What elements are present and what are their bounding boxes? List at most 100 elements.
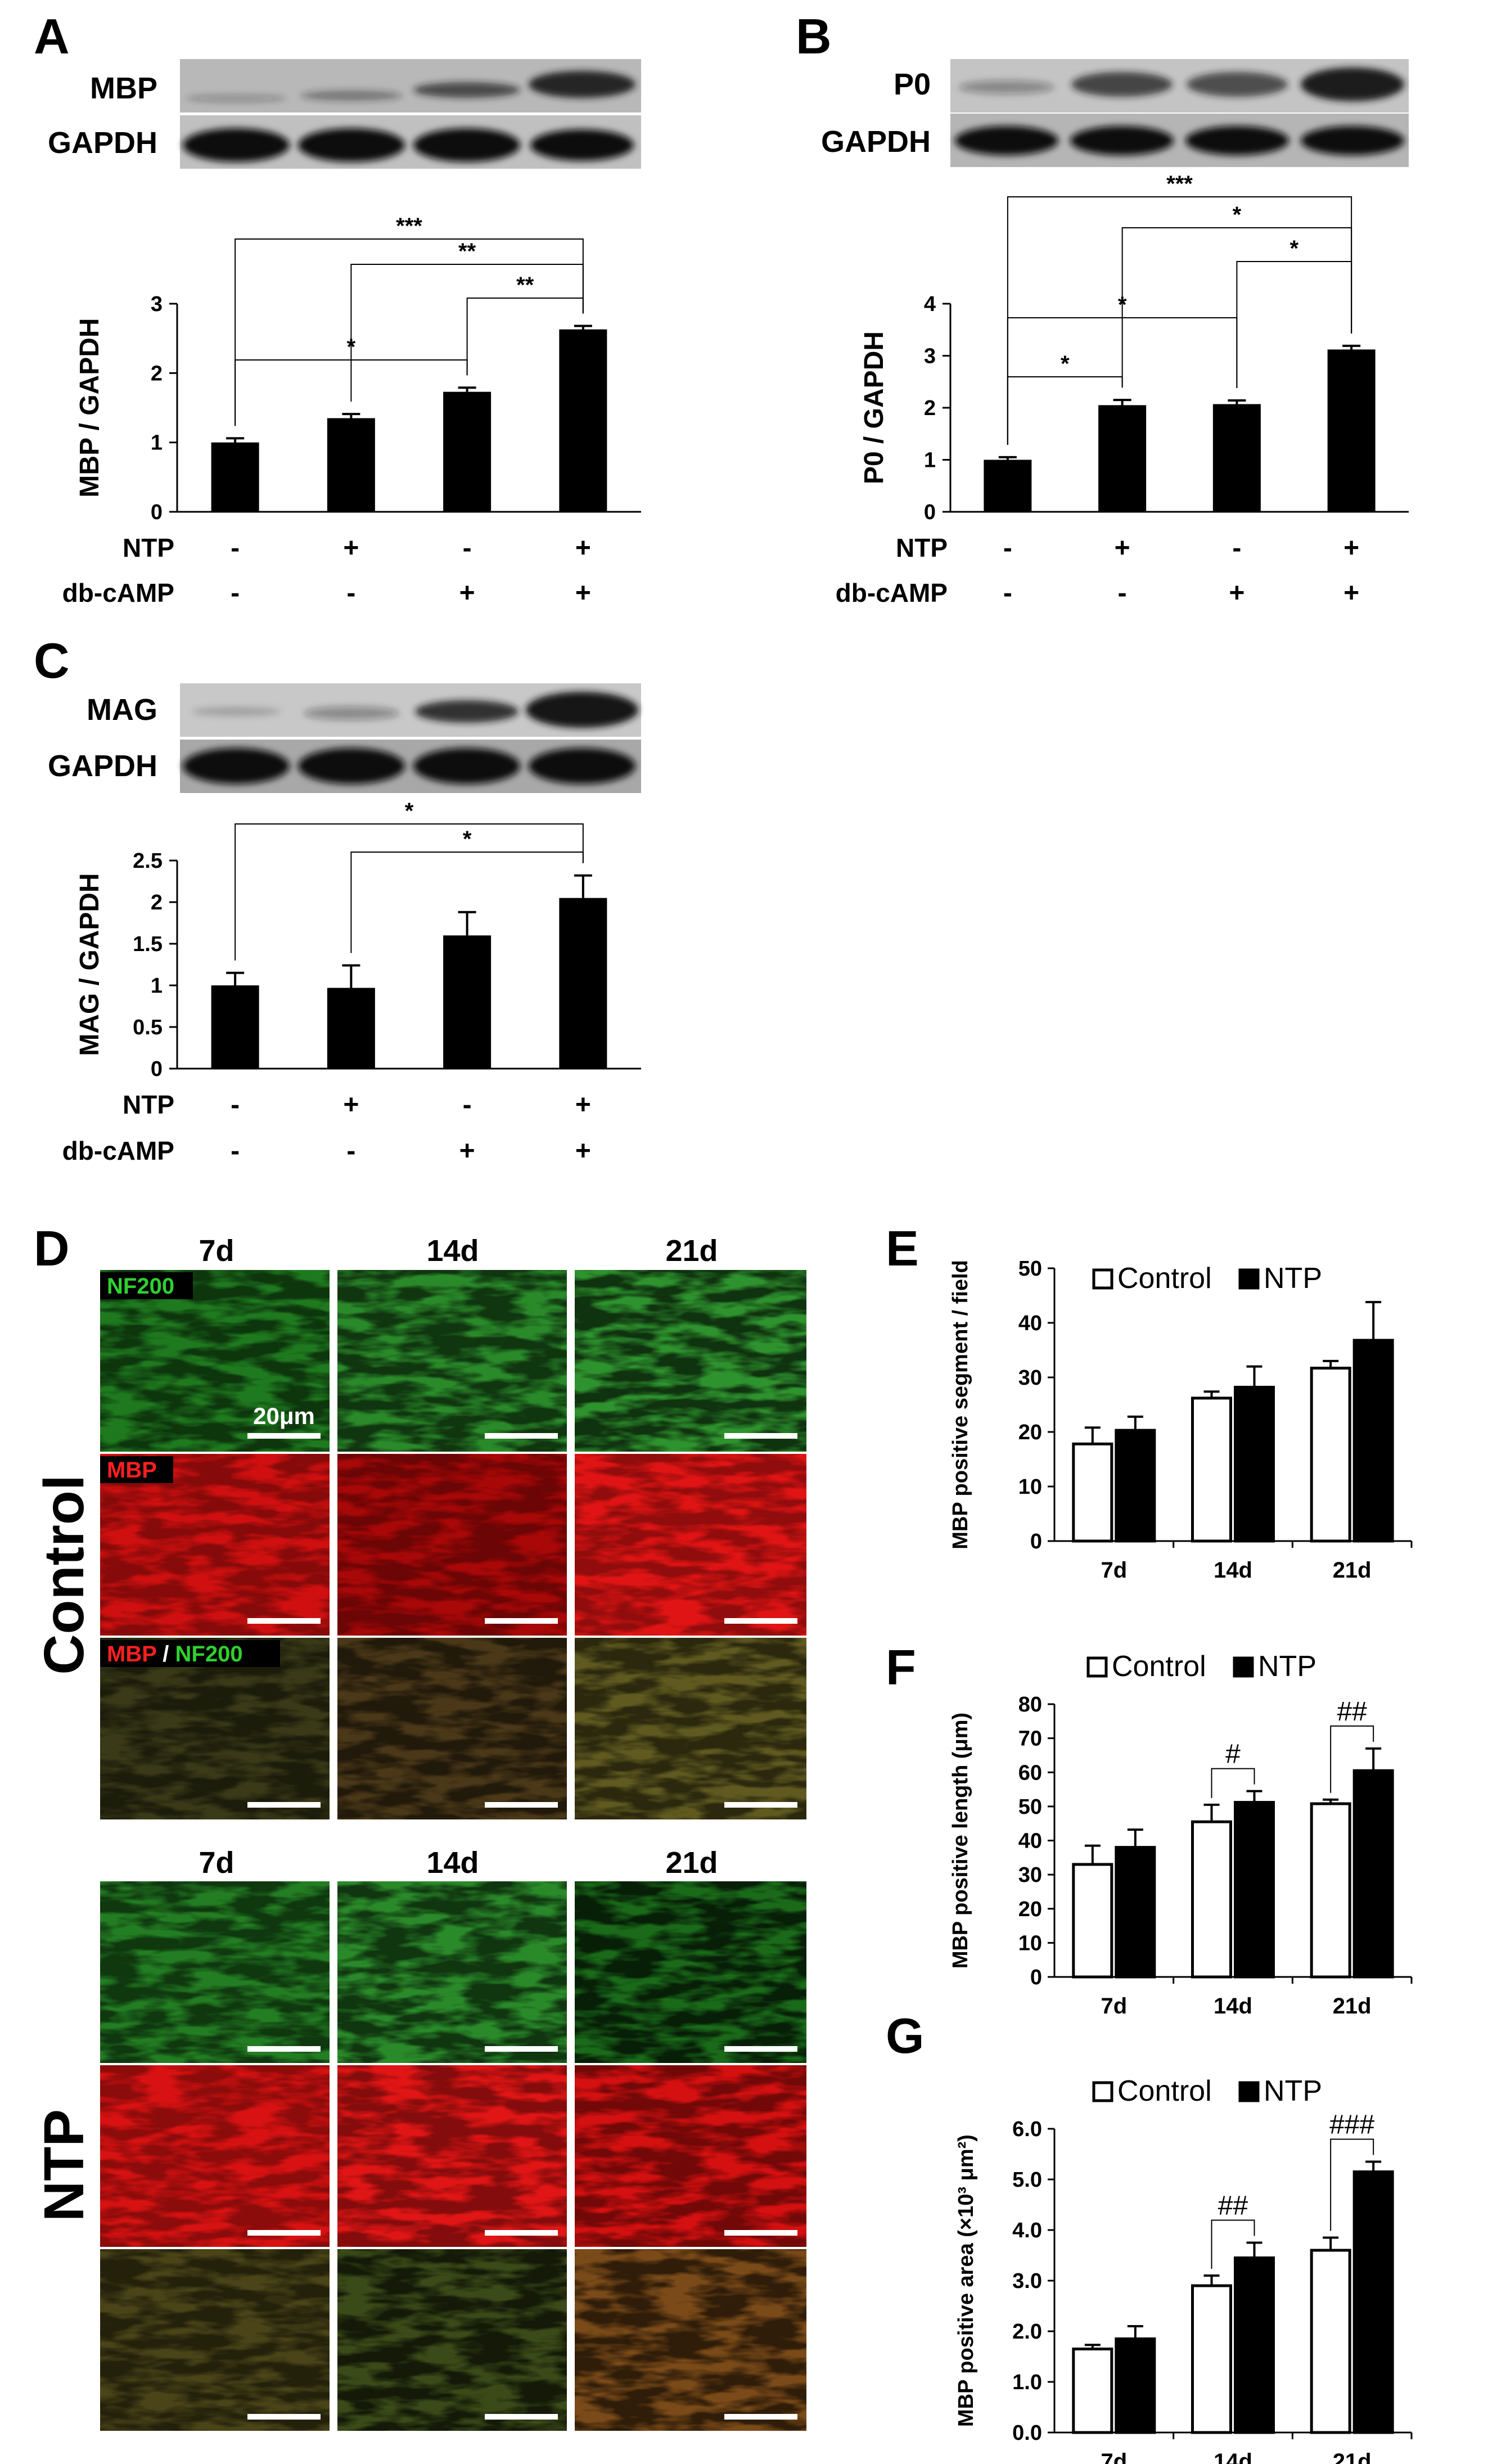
scale-bar — [485, 1618, 558, 1624]
bar-control — [1310, 1802, 1351, 1979]
camp-row-label: db-cAMP — [836, 578, 948, 607]
treatment-table-c: NTP db-cAMP - + - + - - + + — [62, 1090, 591, 1166]
panel-letter-a: A — [34, 8, 70, 64]
bar-ntp — [1234, 2256, 1275, 2434]
bar-control — [1191, 2284, 1232, 2434]
scale-bar — [247, 1802, 321, 1808]
significance-label: *** — [396, 214, 422, 238]
chart-f: 0 10 20 30 40 50 60 70 80 MBP positive length (μm… — [949, 1650, 1413, 2019]
micrograph-panel-d: 7d 14d 21d Control NF200 20μm — [33, 1234, 806, 2431]
scale-bar — [724, 1802, 797, 1808]
significance-label: ### — [1329, 2110, 1374, 2140]
bar — [211, 442, 259, 512]
panel-letter-b: B — [796, 8, 832, 64]
bar-control — [1191, 1820, 1232, 1979]
significance-label: * — [1061, 352, 1070, 376]
day-header-14d: 14d — [426, 1846, 479, 1880]
blot-a: MBP GAPDH — [48, 59, 641, 169]
ntp-sign: + — [1343, 533, 1359, 563]
panel-letter-c: C — [34, 633, 70, 688]
ntp-sign: + — [343, 533, 359, 563]
significance-label: ## — [1218, 2191, 1248, 2221]
bar — [984, 460, 1032, 512]
y-tick-label: 3 — [924, 345, 936, 368]
significance-bracket — [1211, 2219, 1255, 2269]
y-tick-label: 50 — [1018, 1795, 1042, 1819]
significance-bracket — [235, 823, 584, 961]
x-tick-label: 21d — [1333, 2449, 1372, 2464]
camp-sign: - — [346, 1136, 355, 1166]
blot-c: MAG GAPDH — [48, 683, 641, 793]
blot-label-gapdh: GAPDH — [48, 749, 157, 783]
scale-bar — [247, 2414, 321, 2420]
scale-bar — [724, 1433, 797, 1439]
bar-control — [1191, 1397, 1232, 1543]
treatment-table-b: NTP db-cAMP - + - + - - + + — [836, 533, 1359, 608]
camp-sign: + — [1229, 578, 1245, 608]
bar — [327, 988, 375, 1069]
legend-swatch — [1092, 1268, 1113, 1290]
y-tick-label: 4 — [924, 292, 936, 316]
y-axis-label-text: MBP positive length (μm) — [949, 1713, 972, 1969]
scale-bar — [485, 2046, 558, 2052]
legend-swatch — [1238, 1268, 1260, 1290]
significance-label: ** — [458, 239, 476, 264]
y-axis-label-unit: (×10³ μm²) — [954, 2134, 978, 2243]
ntp-sign: - — [1232, 533, 1241, 563]
ntp-sign: + — [575, 1090, 591, 1120]
y-tick-label: 1 — [924, 449, 936, 472]
y-tick-label: 2.5 — [133, 849, 163, 873]
y-tick-label: 0 — [1030, 1966, 1042, 1989]
significance-label: # — [1225, 1740, 1241, 1769]
significance-bracket — [1211, 1768, 1255, 1798]
y-axis-label: MBP positive area (×10³ μm²) — [954, 2134, 978, 2427]
y-axis-label-text: MBP positive segment / field — [949, 1260, 972, 1549]
group-label-control: Control — [33, 1475, 96, 1674]
camp-sign: + — [459, 578, 475, 608]
bar-ntp — [1352, 2170, 1394, 2434]
y-tick-label: 5.0 — [1012, 2168, 1042, 2192]
blot-label-gapdh: GAPDH — [821, 125, 931, 159]
y-tick-label: 80 — [1018, 1693, 1042, 1717]
ntp-sign: - — [463, 1090, 472, 1120]
bar-control — [1310, 1367, 1351, 1543]
ntp-merge-row — [100, 2249, 806, 2431]
y-tick-label: 20 — [1018, 1421, 1042, 1444]
x-tick-label: 21d — [1333, 1558, 1372, 1583]
y-tick-label: 60 — [1018, 1761, 1042, 1785]
panel-letter-d: D — [34, 1220, 70, 1276]
ntp-sign: - — [231, 1090, 240, 1120]
significance-bracket — [235, 238, 584, 426]
ntp-nf200-row — [100, 1881, 806, 2063]
panel-letter-f: F — [886, 1639, 916, 1695]
y-tick-label: 0 — [924, 501, 936, 524]
y-tick-label: 0 — [151, 501, 163, 524]
x-tick-label: 14d — [1214, 1558, 1252, 1583]
y-axis-label: MBP positive segment / field — [949, 1260, 972, 1549]
y-tick-label: 40 — [1018, 1312, 1042, 1335]
bar-ntp — [1115, 1429, 1156, 1543]
significance-label: * — [1289, 236, 1298, 261]
day-header-21d: 21d — [665, 1846, 718, 1880]
scale-bar — [247, 2230, 321, 2236]
significance-bracket — [1330, 2138, 1374, 2231]
significance-label: * — [1233, 202, 1242, 227]
chart-c: 0 0.5 1 1.5 2 2.5 MAG / GAPDH * * — [75, 799, 641, 1081]
bar-ntp — [1115, 1846, 1156, 1979]
y-tick-label: 0.0 — [1012, 2421, 1042, 2445]
control-nf200-row: NF200 20μm — [100, 1270, 806, 1452]
bar-control — [1310, 2249, 1351, 2434]
y-tick-label: 2 — [924, 397, 936, 420]
y-tick-label: 6.0 — [1012, 2118, 1042, 2141]
scale-bar — [724, 1618, 797, 1624]
x-tick-label: 14d — [1214, 2449, 1252, 2464]
significance-label: *** — [1166, 172, 1193, 196]
bar-ntp — [1234, 1801, 1275, 1979]
chart-e: 0 10 20 30 40 50 MBP positive segment / field 7… — [949, 1257, 1413, 1583]
y-tick-label: 50 — [1018, 1257, 1042, 1281]
scale-bar — [485, 1433, 558, 1439]
bar — [1327, 349, 1376, 512]
ntp-sign: + — [575, 533, 591, 563]
y-tick-label: 2.0 — [1012, 2320, 1042, 2344]
